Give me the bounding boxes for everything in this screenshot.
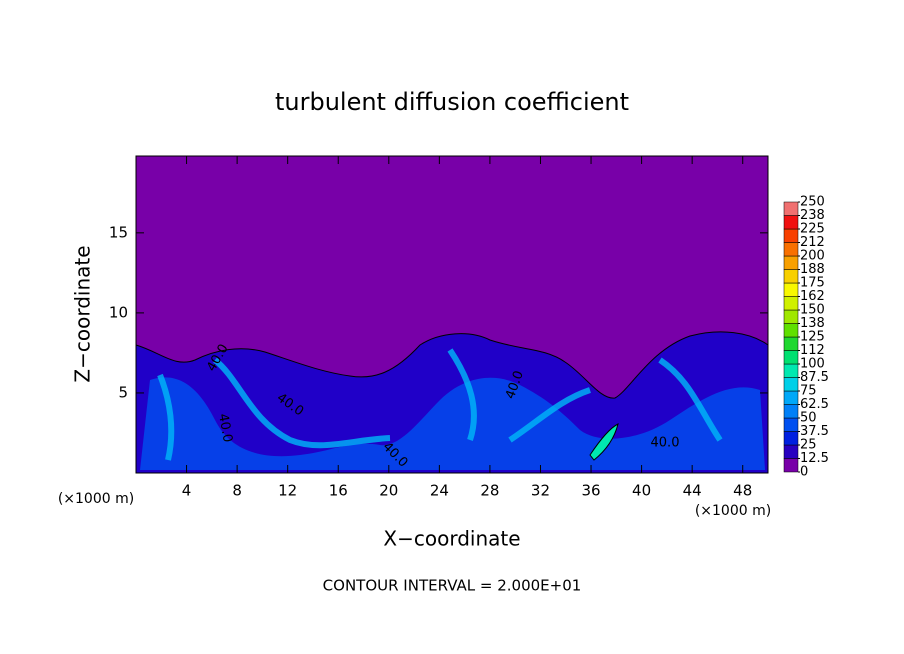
x-tick-label: 12 [278,482,297,500]
colorbar-swatch [783,323,799,338]
y-tick-label: 10 [109,303,128,321]
colorbar-swatch [783,444,799,459]
field-shading [140,377,765,470]
colorbar-swatch [783,377,799,392]
colorbar-swatch [783,296,799,311]
contour-label: 40.0 [215,412,235,443]
colorbar-label: 25 [800,438,817,453]
y-unit: (×1000 m) [58,491,134,507]
y-tick-label: 15 [109,223,128,241]
colorbar-label: 150 [800,303,825,318]
colorbar-swatch [783,363,799,378]
footnote: CONTOUR INTERVAL = 2.000E+01 [323,577,582,595]
colorbar-label: 212 [800,235,825,250]
y-tick-label: 5 [118,383,128,401]
colorbar-label: 12.5 [800,451,829,466]
colorbar-swatch [783,255,799,270]
field-shading [589,423,619,461]
colorbar-swatch [783,215,799,230]
colorbar-swatch [783,309,799,324]
colorbar-label: 238 [800,208,825,223]
colorbar-label: 188 [800,262,825,277]
colorbar-label: 87.5 [800,370,829,385]
x-tick-label: 48 [733,482,752,500]
colorbar-label: 125 [800,330,825,345]
colorbar-swatch [783,431,799,446]
colorbar-label: 162 [800,289,825,304]
colorbar-label: 112 [800,343,825,358]
x-tick-label: 40 [632,482,651,500]
contour-label: 40.0 [651,436,680,451]
colorbar-swatch [783,458,799,473]
colorbar-swatch [783,228,799,243]
colorbar-swatch [783,417,799,432]
chart-title: turbulent diffusion coefficient [275,88,629,116]
x-tick-label: 8 [232,482,242,500]
colorbar-label: 138 [800,316,825,331]
x-tick-label: 24 [430,482,449,500]
y-axis-label: Z−coordinate [71,245,95,382]
colorbar-label: 100 [800,357,825,372]
field [135,156,769,474]
colorbar-label: 0 [800,465,808,480]
plot-frame [135,155,769,474]
colorbar-swatch [783,282,799,297]
x-tick-label: 4 [182,482,192,500]
x-tick-label: 44 [683,482,702,500]
colorbar-label: 200 [800,249,825,264]
field-shading [157,348,723,461]
colorbar-swatch [783,404,799,419]
colorbar-swatch [783,242,799,257]
colorbar-label: 62.5 [800,397,829,412]
colorbar-swatch [783,390,799,405]
colorbar-label: 250 [800,195,825,210]
x-tick-label: 16 [329,482,348,500]
colorbar-label: 75 [800,384,817,399]
x-tick-label: 28 [480,482,499,500]
x-unit: (×1000 m) [695,503,771,519]
colorbar-label: 225 [800,222,825,237]
x-tick-label: 20 [379,482,398,500]
colorbar-label: 37.5 [800,424,829,439]
colorbar-label: 50 [800,411,817,426]
colorbar-swatch [783,269,799,284]
x-tick-label: 36 [581,482,600,500]
colorbar-swatch [783,336,799,351]
x-tick-label: 32 [531,482,550,500]
colorbar-label: 175 [800,276,825,291]
colorbar-swatch [783,350,799,365]
x-axis-label: X−coordinate [383,527,520,551]
colorbar-swatch [783,201,799,216]
